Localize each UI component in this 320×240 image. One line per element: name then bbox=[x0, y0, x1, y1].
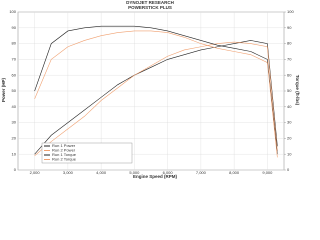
x-tick-label: 6,000 bbox=[163, 170, 174, 175]
legend-label: Run 1 Power bbox=[52, 143, 76, 148]
y-tick-label: 40 bbox=[12, 104, 17, 109]
legend-label: Run 2 Torque bbox=[52, 157, 77, 162]
y-tick-label: 50 bbox=[12, 88, 17, 93]
y2-tick-label: 80 bbox=[287, 41, 292, 46]
y2-tick-label: 100 bbox=[287, 9, 294, 14]
legend-label: Run 2 Power bbox=[52, 148, 76, 153]
x-tick-label: 4,000 bbox=[96, 170, 107, 175]
y2-tick-label: 90 bbox=[287, 25, 292, 30]
y-tick-label: 90 bbox=[12, 25, 17, 30]
y2-tick-label: 0 bbox=[287, 167, 290, 172]
x-tick-label: 7,000 bbox=[196, 170, 207, 175]
y-tick-label: 0 bbox=[14, 167, 17, 172]
series-line bbox=[34, 30, 278, 158]
y-tick-label: 80 bbox=[12, 41, 17, 46]
x-axis-title: Engine Speed (RPM) bbox=[133, 174, 178, 179]
x-tick-label: 2,000 bbox=[30, 170, 41, 175]
y-tick-label: 60 bbox=[12, 72, 17, 77]
chart: DYNOJET RESEARCH POWERSTICK PLUS Engine … bbox=[1, 0, 300, 179]
y-tick-label: 20 bbox=[12, 135, 17, 140]
y2-tick-label: 60 bbox=[287, 72, 292, 77]
series-line bbox=[34, 40, 278, 155]
y-tick-label: 70 bbox=[12, 56, 17, 61]
y2-tick-label: 30 bbox=[287, 120, 292, 125]
y2-tick-label: 40 bbox=[287, 104, 292, 109]
series-line bbox=[34, 25, 278, 155]
series-line bbox=[34, 41, 278, 157]
y-axis-title: Power (HP) bbox=[1, 78, 6, 103]
y2-tick-label: 50 bbox=[287, 88, 292, 93]
chart-subtitle: POWERSTICK PLUS bbox=[128, 5, 172, 10]
y2-axis-title: Torque (ft-lbs) bbox=[295, 75, 300, 106]
y2-tick-label: 70 bbox=[287, 56, 292, 61]
y-tick-label: 100 bbox=[9, 9, 16, 14]
y2-tick-label: 10 bbox=[287, 151, 292, 156]
y-tick-label: 10 bbox=[12, 151, 17, 156]
chart-title: DYNOJET RESEARCH bbox=[126, 0, 174, 5]
x-tick-label: 5,000 bbox=[129, 170, 140, 175]
legend-label: Run 1 Torque bbox=[52, 152, 77, 157]
y-tick-label: 30 bbox=[12, 120, 17, 125]
x-tick-label: 8,000 bbox=[229, 170, 240, 175]
x-tick-label: 3,000 bbox=[63, 170, 74, 175]
legend-box bbox=[41, 142, 133, 164]
y2-tick-label: 20 bbox=[287, 135, 292, 140]
x-tick-label: 9,000 bbox=[262, 170, 273, 175]
